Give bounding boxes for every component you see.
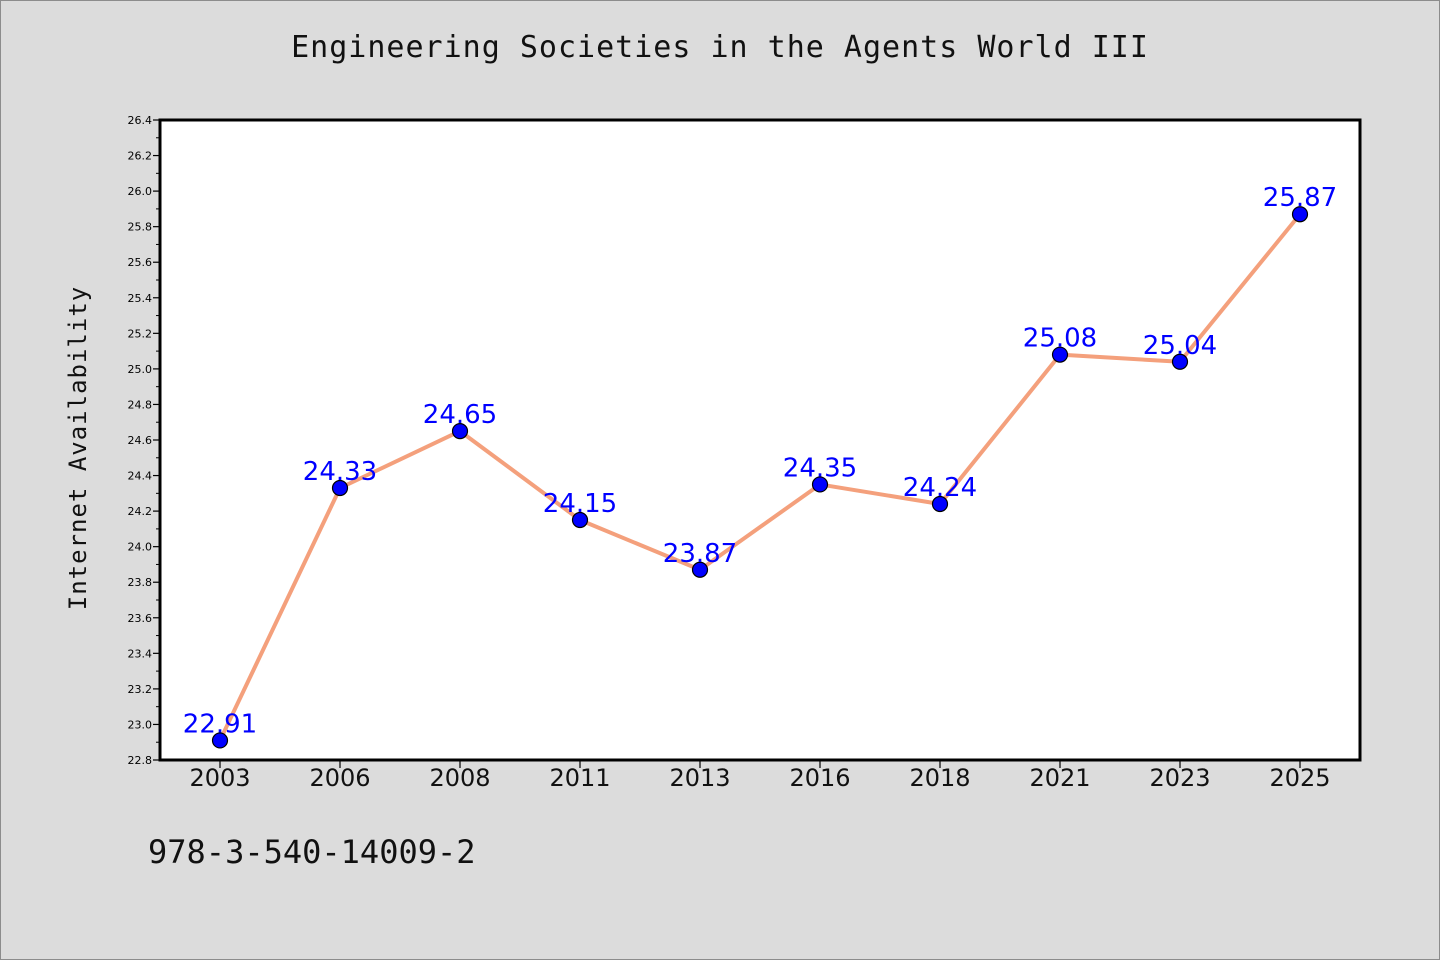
data-point-2016	[811, 476, 829, 493]
y-tick-label: 24.6	[128, 434, 153, 447]
data-point-2008	[451, 423, 469, 440]
data-label-2023: 25.04	[1143, 331, 1217, 361]
series-line-segment	[698, 482, 822, 572]
series-line-segment	[1058, 352, 1182, 364]
chart-title: Engineering Societies in the Agents Worl…	[291, 30, 1149, 65]
data-label-2003: 22.91	[183, 709, 257, 739]
data-point-2011	[571, 511, 589, 529]
data-label-2021: 25.08	[1023, 324, 1097, 354]
y-tick-label: 23.4	[128, 647, 153, 660]
data-label-2013: 23.87	[663, 539, 737, 569]
y-tick-label: 24.0	[128, 541, 153, 554]
y-tick-label: 24.8	[128, 398, 153, 411]
y-tick-label: 26.4	[128, 114, 153, 127]
x-tick-label: 2023	[1149, 764, 1210, 792]
series-line-segment	[458, 429, 582, 522]
x-tick-label: 2003	[189, 764, 250, 792]
data-point-2003	[211, 732, 229, 749]
data-labels-group: 22.91 24.33 24.65 24.15 23.87 24.35 24.24 25.08…	[183, 183, 1337, 739]
y-tick-label: 26.2	[128, 150, 153, 163]
y-tick-label: 23.2	[128, 683, 153, 696]
data-point-2025	[1291, 206, 1309, 223]
y-axis-label: Internet Availability	[64, 286, 92, 610]
y-tick-label: 22.8	[128, 754, 153, 767]
y-axis: 22.8 23.0 23.2 23.4 23.6 23.8 24.0 24.2 24.4 24.6…	[128, 114, 160, 767]
y-tick-label: 23.6	[128, 612, 153, 625]
series-line-segment	[938, 352, 1062, 506]
data-point-2023	[1171, 353, 1189, 370]
series-line-segment	[218, 486, 342, 743]
y-tick-label: 25.6	[128, 256, 153, 269]
x-tick-label: 2021	[1029, 764, 1090, 792]
x-tick-label: 2013	[669, 764, 730, 792]
plot-area	[158, 118, 1362, 762]
y-tick-label: 25.2	[128, 327, 153, 340]
x-tick-label: 2018	[909, 764, 970, 792]
data-point-2021	[1051, 346, 1069, 363]
series-line-segment	[338, 429, 462, 490]
x-tick-label: 2006	[309, 764, 370, 792]
y-tick-label: 25.0	[128, 363, 153, 376]
y-tick-label: 24.2	[128, 505, 153, 518]
data-label-2016: 24.35	[783, 453, 857, 483]
x-axis: 2003 2006 2008 2011 2013 2016 2018 2021 2023 2025	[189, 760, 1331, 792]
data-label-2006: 24.33	[303, 457, 377, 487]
data-label-2011: 24.15	[543, 489, 617, 519]
x-tick-label: 2025	[1269, 764, 1330, 792]
data-label-2008: 24.65	[423, 400, 497, 430]
x-tick-label: 2008	[429, 764, 490, 792]
series-line-segment	[578, 518, 702, 572]
y-tick-label: 25.4	[128, 292, 153, 305]
series-line-group	[218, 212, 1302, 743]
series-markers-group	[211, 206, 1309, 749]
data-point-2018	[931, 495, 949, 513]
y-tick-label: 26.0	[128, 185, 153, 198]
y-tick-label: 23.0	[128, 718, 153, 731]
y-tick-label: 24.4	[128, 470, 153, 483]
data-point-2006	[331, 479, 349, 497]
isbn-text: 978-3-540-14009-2	[148, 833, 476, 871]
y-tick-label: 25.8	[128, 221, 153, 234]
y-tick-label: 23.8	[128, 576, 153, 589]
data-label-2018: 24.24	[903, 473, 977, 503]
data-point-2013	[691, 561, 709, 578]
x-tick-label: 2016	[789, 764, 850, 792]
series-line-segment	[818, 482, 942, 506]
x-tick-label: 2011	[549, 764, 610, 792]
series-line-segment	[1178, 212, 1302, 364]
data-label-2025: 25.87	[1263, 183, 1337, 213]
